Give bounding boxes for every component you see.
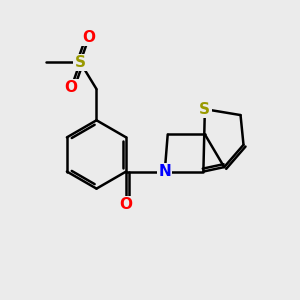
Text: O: O <box>120 197 133 212</box>
Text: S: S <box>200 102 210 117</box>
Text: O: O <box>82 30 96 45</box>
Text: N: N <box>158 164 171 179</box>
Text: O: O <box>65 80 78 95</box>
Text: S: S <box>75 55 86 70</box>
